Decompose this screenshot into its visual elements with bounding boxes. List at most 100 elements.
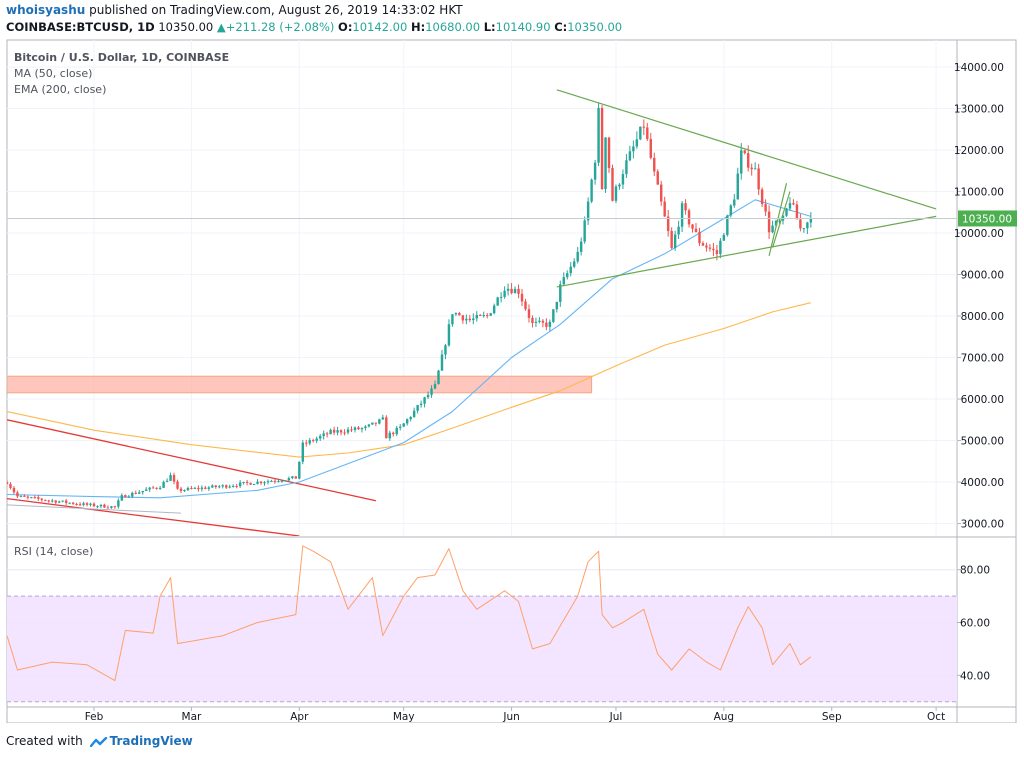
resistance-zone bbox=[7, 375, 593, 394]
candle-body bbox=[30, 497, 33, 499]
drawings bbox=[7, 199, 811, 536]
candle-body bbox=[586, 201, 590, 221]
chart-header: whoisyashu published on TradingView.com,… bbox=[6, 2, 1016, 36]
candle-body bbox=[371, 422, 374, 425]
candle-body bbox=[19, 495, 23, 497]
candle-body bbox=[555, 301, 559, 310]
candle-body bbox=[259, 481, 263, 484]
candle-body bbox=[85, 503, 89, 505]
candle-body bbox=[733, 199, 736, 206]
candle-body bbox=[750, 167, 753, 170]
candle-body bbox=[513, 288, 517, 294]
created-with-label: Created with bbox=[6, 734, 83, 748]
x-tick-label: Sep bbox=[822, 711, 842, 723]
candle-body bbox=[367, 424, 371, 427]
candle-body bbox=[684, 203, 687, 211]
candle-body bbox=[412, 410, 416, 417]
candle-body bbox=[57, 501, 61, 503]
candle-body bbox=[646, 127, 649, 140]
candle-body bbox=[54, 500, 57, 503]
candle-body bbox=[597, 107, 600, 163]
main-grid: 3000.00 4000.00 5000.00 6000.00 7000.00 8000.… bbox=[7, 62, 1004, 531]
candle-body bbox=[190, 487, 193, 489]
candle-body bbox=[256, 481, 259, 484]
candle-body bbox=[353, 427, 357, 431]
candle-body bbox=[673, 234, 677, 248]
candle-body bbox=[562, 277, 565, 285]
candle-body bbox=[423, 397, 426, 404]
candle-body bbox=[16, 492, 19, 497]
candle-body bbox=[444, 345, 447, 355]
chart-canvas[interactable]: 3000.00 4000.00 5000.00 6000.00 7000.00 8000.… bbox=[0, 37, 1024, 723]
x-tick-label: Mar bbox=[182, 711, 202, 723]
candle-body bbox=[266, 481, 270, 483]
candle-body bbox=[680, 203, 684, 227]
candle-body bbox=[138, 492, 141, 494]
candle-body bbox=[193, 487, 197, 489]
candle-body bbox=[496, 297, 499, 306]
candle-body bbox=[308, 440, 311, 444]
candle-body bbox=[430, 388, 433, 395]
tradingview-brand-link[interactable]: TradingView bbox=[109, 734, 193, 748]
rsi-line-group bbox=[7, 545, 812, 682]
author-link[interactable]: whoisyashu bbox=[6, 3, 86, 17]
candle-body bbox=[628, 151, 632, 161]
candle-body bbox=[221, 485, 224, 487]
candle-body bbox=[806, 222, 809, 229]
candle-body bbox=[339, 430, 343, 433]
candle-body bbox=[378, 419, 381, 424]
candle-body bbox=[148, 487, 151, 490]
candle-body bbox=[694, 228, 698, 232]
candle-body bbox=[740, 150, 743, 174]
candle-body bbox=[785, 208, 788, 216]
symbol-label[interactable]: COINBASE:BTCUSD, 1D bbox=[6, 20, 155, 34]
candle-body bbox=[447, 324, 451, 346]
candle-body bbox=[301, 442, 305, 462]
candle-body bbox=[405, 419, 409, 424]
y-tick-label: 10000.00 bbox=[954, 228, 1004, 240]
candle-body bbox=[374, 422, 378, 424]
candle-body bbox=[350, 429, 353, 431]
candle-body bbox=[757, 168, 760, 190]
candle-body bbox=[566, 273, 569, 278]
price-change: +211.28 (+2.08%) bbox=[225, 20, 335, 34]
candle-body bbox=[291, 476, 294, 479]
candle-body bbox=[506, 288, 510, 291]
candle-body bbox=[569, 266, 572, 274]
rsi-y-tick-label: 60.00 bbox=[960, 618, 990, 630]
candle-body bbox=[632, 146, 635, 152]
candle-body bbox=[625, 160, 628, 175]
channel-upper-line bbox=[7, 419, 377, 502]
candle-body bbox=[284, 480, 287, 482]
candle-body bbox=[677, 226, 680, 235]
candle-body bbox=[576, 251, 579, 262]
flag-line bbox=[771, 191, 791, 248]
candle-body bbox=[649, 139, 652, 158]
tradingview-logo-icon bbox=[89, 736, 107, 747]
candle-body bbox=[211, 485, 214, 488]
candle-body bbox=[618, 184, 621, 187]
candle-body bbox=[482, 315, 485, 317]
footer: Created with TradingView bbox=[6, 731, 193, 751]
candle-body bbox=[607, 137, 611, 168]
rsi-pane: 40.00 60.00 80.00 bbox=[7, 565, 990, 703]
candles bbox=[7, 102, 813, 509]
candle-body bbox=[312, 440, 315, 442]
candle-body bbox=[736, 173, 739, 200]
candle-body bbox=[753, 168, 757, 170]
up-arrow-icon: ▲ bbox=[216, 20, 226, 34]
open-label: O: bbox=[338, 20, 353, 34]
candle-body bbox=[82, 503, 85, 505]
y-tick-label: 14000.00 bbox=[954, 62, 1004, 74]
candle-body bbox=[541, 320, 545, 323]
candle-body bbox=[517, 288, 520, 294]
candle-body bbox=[204, 487, 207, 489]
candle-body bbox=[666, 216, 670, 232]
candle-body bbox=[760, 189, 764, 205]
candle-body bbox=[729, 205, 733, 216]
candle-body bbox=[687, 210, 691, 225]
x-tick-label: Oct bbox=[927, 711, 945, 723]
legend-item: EMA (200, close) bbox=[14, 83, 106, 96]
candle-body bbox=[179, 488, 183, 491]
candle-body bbox=[774, 220, 778, 226]
